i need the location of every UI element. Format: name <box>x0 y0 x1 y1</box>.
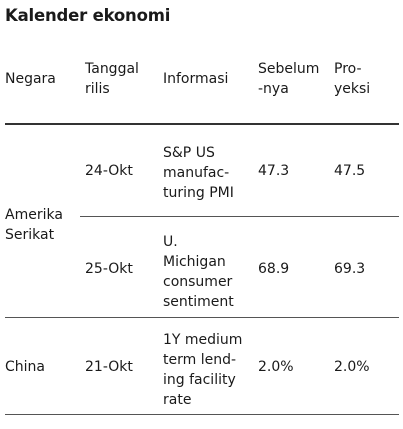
information-line: consumer <box>163 274 233 290</box>
header-release-date-line2: rilis <box>85 81 110 97</box>
release-date-cell: 21-Okt <box>85 359 133 375</box>
group-divider <box>5 317 399 318</box>
header-projection-line2: yeksi <box>334 81 371 97</box>
previous-value-cell: 68.9 <box>258 261 290 277</box>
header-information: Informasi <box>163 69 228 89</box>
country-line2: Serikat <box>5 227 55 243</box>
country-line1: Amerika <box>5 207 63 223</box>
information-line: S&P US <box>163 145 215 161</box>
header-country: Negara <box>5 69 56 89</box>
header-country-label: Negara <box>5 71 56 87</box>
projection-value-cell: 69.3 <box>334 261 366 277</box>
information-line: sentiment <box>163 294 234 310</box>
information-line: U. <box>163 234 178 250</box>
previous-value-cell: 47.3 <box>258 163 290 179</box>
header-release-date-line1: Tanggal <box>85 61 139 77</box>
information-line: term lend- <box>163 352 237 368</box>
header-projection: Pro- yeksi <box>334 59 370 99</box>
table-bottom-divider <box>5 414 399 415</box>
information-cell: 1Y medium term lend- ing facility rate <box>163 330 242 410</box>
release-date-cell: 25-Okt <box>85 261 133 277</box>
header-information-label: Informasi <box>163 71 229 87</box>
release-date-cell: 24-Okt <box>85 163 133 179</box>
page-title: Kalender ekonomi <box>5 6 171 25</box>
information-line: manufac- <box>163 165 230 181</box>
information-cell: S&P US manufac- turing PMI <box>163 143 234 203</box>
information-line: rate <box>163 392 192 408</box>
information-line: Michigan <box>163 254 226 270</box>
country-cell: Amerika Serikat <box>5 205 63 245</box>
header-divider <box>5 123 399 125</box>
header-release-date: Tanggal rilis <box>85 59 139 99</box>
header-previous-line2: -nya <box>258 81 289 97</box>
projection-value-cell: 47.5 <box>334 163 366 179</box>
country-cell: China <box>5 357 45 377</box>
header-previous-line1: Sebelum <box>258 61 320 77</box>
previous-value-cell: 2.0% <box>258 359 294 375</box>
header-previous: Sebelum -nya <box>258 59 319 99</box>
information-line: 1Y medium <box>163 332 243 348</box>
information-cell: U. Michigan consumer sentiment <box>163 232 234 312</box>
projection-value-cell: 2.0% <box>334 359 370 375</box>
information-line: ing facility <box>163 372 236 388</box>
row-divider <box>80 216 399 217</box>
header-projection-line1: Pro- <box>334 61 362 77</box>
information-line: turing PMI <box>163 185 234 201</box>
country-line1: China <box>5 359 45 375</box>
